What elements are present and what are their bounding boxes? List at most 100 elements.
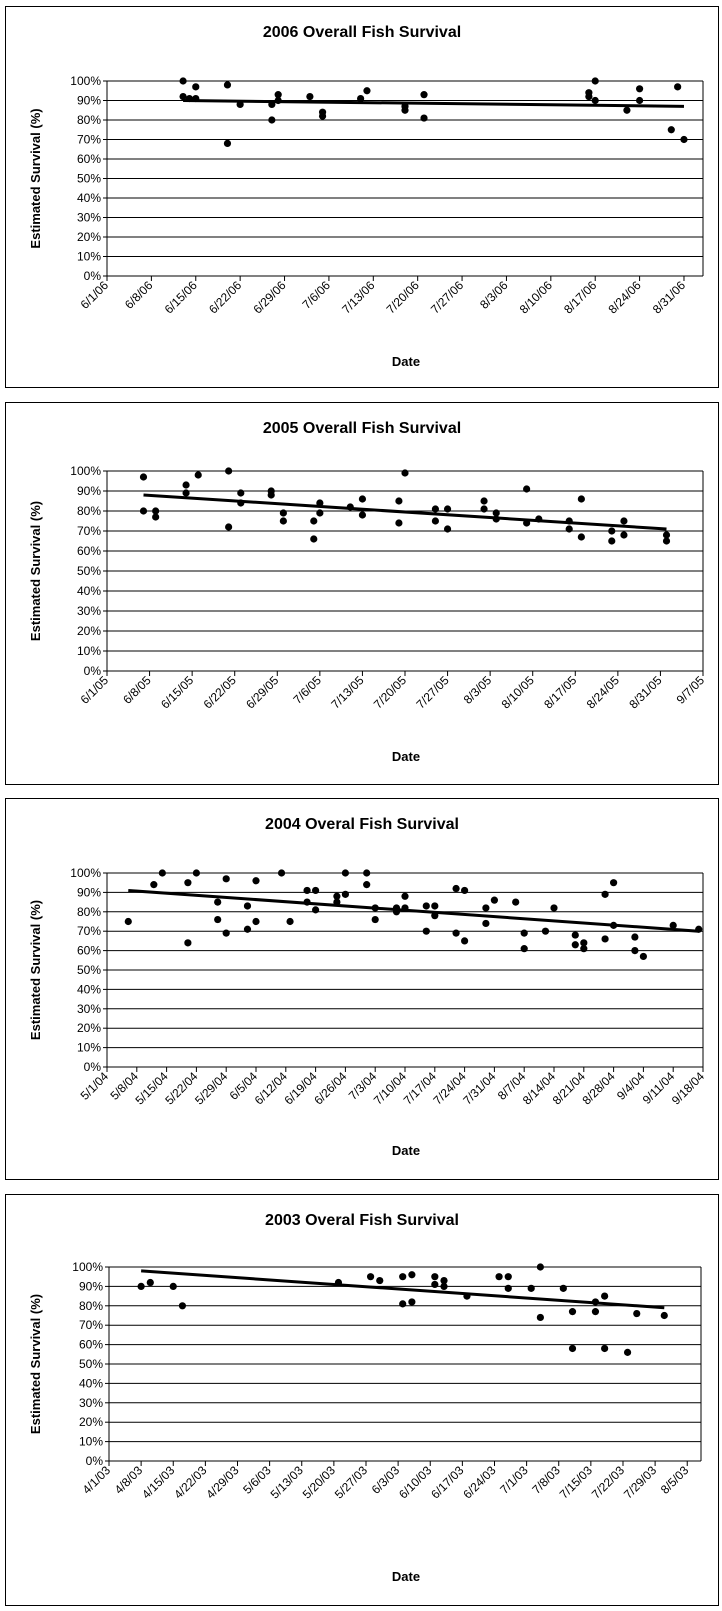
scatter-chart-2005: 2005 Overall Fish Survival 0% 10% 20% 30% 40%…: [28, 420, 707, 764]
data-point: [194, 471, 202, 479]
x-tick-label: 7/20/05: [371, 673, 409, 711]
x-axis-label: Date: [392, 749, 420, 764]
y-tick-label: 20%: [77, 1021, 101, 1035]
x-tick-label: 9/18/04: [669, 1069, 707, 1107]
data-point: [395, 497, 403, 505]
y-tick-label: 90%: [79, 1279, 103, 1293]
data-point: [633, 1309, 641, 1318]
data-point: [214, 915, 222, 924]
data-point: [520, 945, 528, 953]
x-tick-label: 6/29/05: [243, 673, 281, 711]
data-point: [225, 523, 233, 531]
y-tick-label: 100%: [72, 1260, 103, 1274]
data-point: [316, 499, 324, 507]
data-point: [178, 1302, 187, 1310]
data-point: [312, 886, 320, 895]
x-tick-label: 8/24/06: [606, 278, 644, 316]
data-point: [591, 96, 599, 105]
data-point: [660, 1311, 668, 1320]
y-tick-label: 10%: [77, 250, 101, 264]
x-tick-label: 6/22/05: [201, 673, 239, 711]
y-tick-label: 10%: [77, 1041, 101, 1055]
x-tick-label: 5/27/03: [332, 1463, 370, 1501]
y-tick-label: 40%: [79, 1376, 103, 1390]
scatter-chart-2006: 2006 Overall Fish Survival 0% 10% 20% 30% 40%…: [28, 24, 704, 369]
data-point: [146, 1278, 154, 1287]
data-point: [286, 917, 294, 926]
data-point: [482, 904, 490, 912]
data-point: [512, 898, 520, 906]
x-tick-label: 8/17/05: [541, 673, 579, 711]
x-tick-label: 5/29/04: [192, 1069, 230, 1107]
data-point: [401, 892, 409, 900]
data-point: [184, 939, 192, 947]
data-point: [182, 481, 190, 489]
trendline: [143, 493, 667, 531]
data-point: [214, 898, 222, 906]
data-point: [536, 1313, 544, 1322]
data-point: [440, 1282, 448, 1290]
chart-panel-2003: 2003 Overal Fish Survival 0% 10% 20% 30% 40% 5…: [5, 1194, 719, 1606]
x-tick-label: 6/8/05: [120, 673, 154, 707]
y-tick-label: 50%: [77, 963, 101, 977]
x-tick-label: 6/8/06: [122, 278, 156, 312]
y-tick-label: 50%: [77, 564, 101, 578]
x-axis-label: Date: [392, 1569, 420, 1584]
data-point: [179, 77, 187, 85]
data-point: [192, 869, 200, 877]
data-point: [357, 94, 365, 103]
data-point: [341, 890, 349, 898]
y-axis-label: Estimated Survival (%): [28, 108, 43, 248]
x-tick-label: 8/31/06: [650, 278, 688, 316]
data-point: [277, 869, 286, 877]
data-point: [399, 1273, 407, 1281]
data-point: [222, 875, 230, 883]
data-point: [492, 509, 500, 517]
data-point: [480, 505, 488, 513]
x-tick-label: 6/24/03: [460, 1463, 498, 1501]
data-point: [680, 135, 688, 144]
y-tick-label: 40%: [77, 191, 101, 205]
data-point: [408, 1271, 416, 1279]
data-point: [536, 1263, 544, 1271]
data-point: [568, 1308, 577, 1316]
data-point: [376, 1276, 384, 1285]
data-point: [520, 929, 528, 937]
data-point: [431, 1280, 439, 1289]
data-point: [431, 902, 439, 910]
data-point: [577, 495, 585, 503]
data-point: [610, 879, 618, 887]
data-point: [152, 513, 160, 521]
y-tick-label: 20%: [79, 1415, 103, 1429]
data-point: [440, 1276, 448, 1285]
y-tick-label: 90%: [77, 484, 101, 498]
x-tick-label: 4/1/03: [80, 1463, 114, 1497]
data-point: [577, 533, 585, 541]
data-point: [591, 1308, 600, 1316]
x-axis-label: Date: [392, 1143, 420, 1158]
data-point: [182, 489, 190, 497]
data-point: [550, 904, 558, 912]
x-tick-label: 5/1/04: [78, 1069, 112, 1103]
y-axis-label: Estimated Survival (%): [28, 900, 43, 1040]
data-point: [139, 507, 148, 515]
x-tick-label: 8/17/06: [561, 278, 599, 316]
data-point: [443, 525, 452, 533]
data-point: [243, 902, 252, 910]
x-tick-label: 7/13/06: [339, 278, 377, 316]
data-point: [279, 517, 287, 525]
data-point: [620, 531, 628, 539]
y-tick-label: 60%: [79, 1338, 103, 1352]
y-tick-label: 90%: [77, 885, 101, 899]
data-point: [366, 1273, 375, 1281]
data-point: [667, 126, 675, 134]
y-tick-label: 30%: [77, 1002, 101, 1016]
y-tick-label: 80%: [77, 905, 101, 919]
data-point: [461, 886, 469, 895]
data-point: [631, 933, 639, 941]
data-point: [139, 473, 148, 481]
x-tick-label: 8/5/03: [658, 1463, 692, 1497]
y-tick-label: 0%: [84, 269, 102, 283]
data-point: [358, 495, 367, 503]
data-point: [408, 1298, 416, 1306]
